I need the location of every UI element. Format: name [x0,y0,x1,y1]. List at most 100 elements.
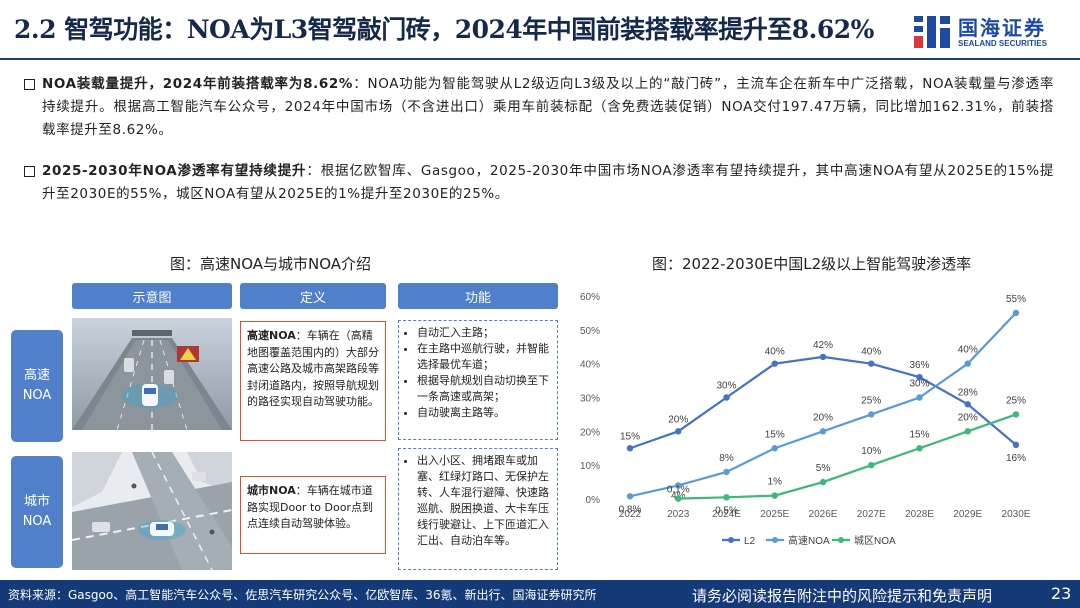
data-point [819,353,827,361]
row-label-line: 高速 [23,368,50,383]
definition-body: 车辆在城市道路实现Door to Door点到点连续自动驾驶体验。 [247,484,373,530]
highway-noa-illustration [72,318,232,430]
penetration-line-chart: 0% 10% 20% 30% 40% 50% 60% 2022 2023 2024E 2025E 20… [580,292,1031,547]
city-noa-definition: 城市NOA：车辆在城市道路实现Door to Door点到点连续自动驾驶体验。 [240,476,386,554]
data-point [723,468,730,476]
data-label: 1% [768,477,783,488]
series-line-城区NOA [678,413,1017,500]
data-point [771,445,778,452]
definition-separator: ： [295,329,307,342]
footer-source: 资料来源：Gasgoo、高工智能汽车公众号、佐思汽车研究公众号、亿欧智库、36氪… [8,588,597,602]
bullet-separator: ： [306,163,321,179]
data-label: 20% [958,412,978,423]
y-tick-label: 30% [580,394,600,405]
highway-noa-functions: 自动汇入主路； 在主路中巡航行驶，并智能选择最优车道； 根据导航规划自动切换至下… [398,320,558,440]
data-point [916,374,923,381]
checkbox-bullet-icon [24,166,35,177]
data-point [675,428,682,435]
definition-body: 车辆在（高精地图覆盖范围内的）大部分高速公路及城市高架路段等封闭道路内，按照导航… [247,329,379,408]
data-point [964,360,971,367]
data-point [868,360,875,367]
data-point [1012,309,1020,317]
row-label-line: 城市 [23,494,50,509]
definition-head: 城市NOA [247,484,296,497]
data-label: 0.5% [715,505,738,516]
highway-noa-definition: 高速NOA：车辆在（高精地图覆盖范围内的）大部分高速公路及城市高架路段等封闭道路… [240,321,386,441]
function-item: 自动汇入主路； [417,325,551,341]
data-label: 20% [813,412,833,423]
data-point [964,428,971,435]
data-point [819,478,827,486]
page-number: 23 [1051,584,1072,603]
data-label: 30% [716,381,736,392]
data-label: 16% [1006,453,1026,464]
bullet-paragraph-1: NOA装载量提升，2024年前装搭载率为8.62%：NOA功能为智能驾驶从L2级… [24,73,1054,142]
column-header-function: 功能 [398,283,558,309]
data-label: 28% [958,387,978,398]
logo-english-name: SEALAND SECURITIES [958,39,1047,48]
data-label: 25% [861,395,881,406]
y-tick-label: 10% [580,461,600,472]
footer-bar: 资料来源：Gasgoo、高工智能汽车公众号、佐思汽车研究公众号、亿欧智库、36氪… [0,580,1080,608]
legend-label: L2 [744,536,756,547]
data-label: 55% [1006,294,1026,305]
legend-marker [728,537,734,543]
checkbox-bullet-icon [24,79,35,90]
data-label: 42% [813,340,833,351]
data-label: 36% [909,360,929,371]
data-label: 30% [909,379,929,390]
data-point [723,494,730,501]
row-label-line: NOA [22,514,52,529]
x-tick-label: 2028E [905,509,934,520]
data-point [916,445,923,452]
x-tick-label: 2024E [712,509,741,520]
definition-separator: ： [295,484,307,497]
legend-marker [838,537,844,543]
data-label: 5% [816,463,831,474]
data-label: 10% [861,446,881,457]
definition-head: 高速NOA [247,329,296,342]
data-point [675,482,682,489]
data-point [964,401,971,408]
function-item: 根据导航规划自动切换至下一条高速或高架； [417,373,551,405]
data-label: 15% [909,429,929,440]
row-label-line: NOA [22,388,52,403]
row-label-highway-noa: 高速 NOA [11,330,63,442]
bullet-head: 2025-2030年NOA渗透率有望持续提升 [42,163,307,179]
data-point [1012,411,1020,418]
y-tick-label: 0% [586,495,601,506]
legend-marker [772,537,778,543]
function-item: 出入小区、拥堵跟车或加塞、红绿灯路口、无保护左转、人车混行避障、快速路巡航、脱困… [417,453,551,549]
footer-disclaimer-notice: 请务必阅读报告附注中的风险提示和免责声明 [692,587,993,605]
function-item: 在主路中巡航行驶，并智能选择最优车道； [417,341,551,373]
row-label-city-noa: 城市 NOA [11,456,63,568]
data-point [626,493,634,500]
bullet-separator: ： [352,76,368,92]
y-tick-label: 20% [580,427,600,438]
data-label: 40% [958,345,978,356]
logo-name: 国海证券 [958,16,1046,40]
left-figure-title: 图：高速NOA与城市NOA介绍 [170,255,372,273]
legend-label: 高速NOA [788,534,830,547]
data-point [626,445,634,452]
data-point [771,360,778,367]
city-noa-functions: 出入小区、拥堵跟车或加塞、红绿灯路口、无保护左转、人车混行避障、快速路巡航、脱困… [398,448,558,570]
y-tick-label: 40% [580,360,600,371]
y-tick-label: 60% [580,292,600,303]
data-point [1012,441,1020,449]
data-point [916,394,923,401]
bullet-body: NOA功能为智能驾驶从L2级迈向L3级及以上的“敲门砖”，主流车企在新车中广泛搭… [42,76,1054,138]
x-tick-label: 2029E [953,509,982,520]
data-point [868,411,875,418]
column-header-illustration: 示意图 [72,283,232,309]
y-tick-label: 50% [580,326,600,337]
x-tick-label: 2027E [857,509,886,520]
data-point [771,492,778,499]
right-figure-title: 图：2022-2030E中国L2级以上智能驾驶渗透率 [652,255,972,273]
x-tick-label: 2030E [1002,509,1031,520]
function-item: 自动驶离主路等。 [417,405,551,421]
data-label: 25% [1006,395,1026,406]
company-logo: 国海证券 SEALAND SECURITIES [912,12,1072,56]
data-label: 40% [765,347,785,358]
bullet-head: NOA装载量提升，2024年前装搭载率为8.62% [42,76,353,92]
